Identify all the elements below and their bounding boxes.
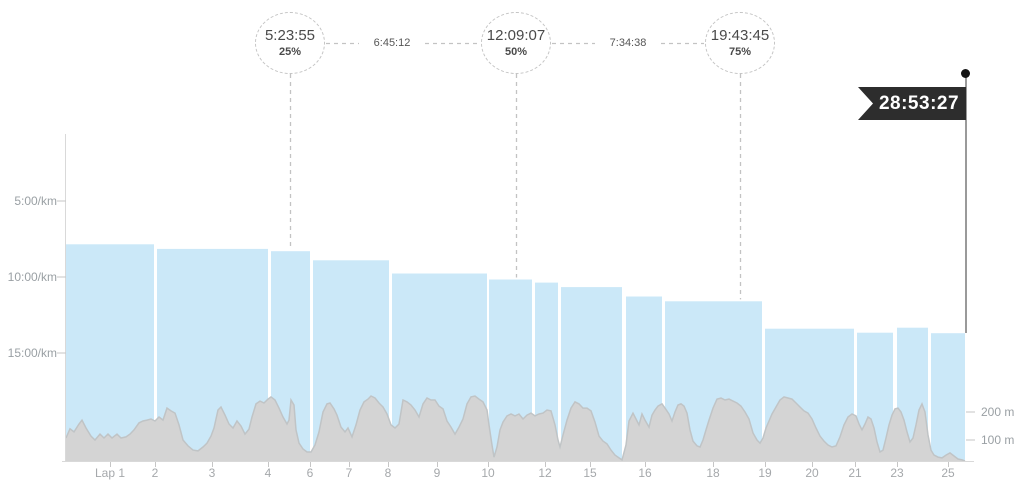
checkpoint-marker-50pct[interactable]: 12:09:07 50% <box>481 12 551 74</box>
checkpoint-time: 12:09:07 <box>486 27 546 45</box>
checkpoint-time: 19:43:45 <box>710 27 770 45</box>
finish-flag[interactable]: 28:53:27 <box>858 87 966 120</box>
lap-axis-label: 6 <box>306 466 314 480</box>
pace-bar[interactable] <box>931 333 965 461</box>
lap-axis-label: 19 <box>758 466 772 480</box>
lap-axis-label: 7 <box>345 466 353 480</box>
lap-axis-label: 25 <box>941 466 955 480</box>
pace-axis-tick-15: 15:00/km <box>7 346 57 360</box>
segment-duration-label: 6:45:12 <box>370 37 414 49</box>
checkpoint-marker-75pct[interactable]: 19:43:45 75% <box>705 12 775 74</box>
elevation-outline <box>65 395 966 462</box>
checkpoint-marker-25pct[interactable]: 5:23:55 25% <box>255 12 325 74</box>
checkpoint-time: 5:23:55 <box>264 27 316 45</box>
checkpoint-percent: 75% <box>728 45 752 58</box>
elevation-axis-tick-200m: 200 m <box>981 405 1015 419</box>
pace-axis-tick-10: 10:00/km <box>7 270 57 284</box>
lap-axis-label: 23 <box>890 466 904 480</box>
lap-axis-label: 4 <box>264 466 272 480</box>
lap-axis-label: 10 <box>481 466 495 480</box>
finish-dot <box>961 69 970 78</box>
elevation-area <box>66 396 965 461</box>
lap-axis-label: 18 <box>706 466 720 480</box>
lap-axis-label: 8 <box>384 466 392 480</box>
lap-axis-label: 2 <box>151 466 159 480</box>
lap-axis-label: Lap 1 <box>94 466 126 480</box>
lap-axis-label: 21 <box>848 466 862 480</box>
checkpoint-percent: 50% <box>504 45 528 58</box>
lap-axis-label: 12 <box>538 466 552 480</box>
segment-duration-label: 7:34:38 <box>606 37 650 49</box>
finish-time: 28:53:27 <box>878 92 960 114</box>
lap-axis-label: 3 <box>208 466 216 480</box>
checkpoint-percent: 25% <box>278 45 302 58</box>
elevation-axis-tick-100m: 100 m <box>981 433 1015 447</box>
lap-axis-label: 20 <box>805 466 819 480</box>
lap-axis-label: 16 <box>638 466 652 480</box>
pace-axis-tick-5: 5:00/km <box>14 194 57 208</box>
lap-axis-label: 15 <box>583 466 597 480</box>
lap-axis-label: 9 <box>433 466 441 480</box>
finish-pole <box>964 76 967 334</box>
